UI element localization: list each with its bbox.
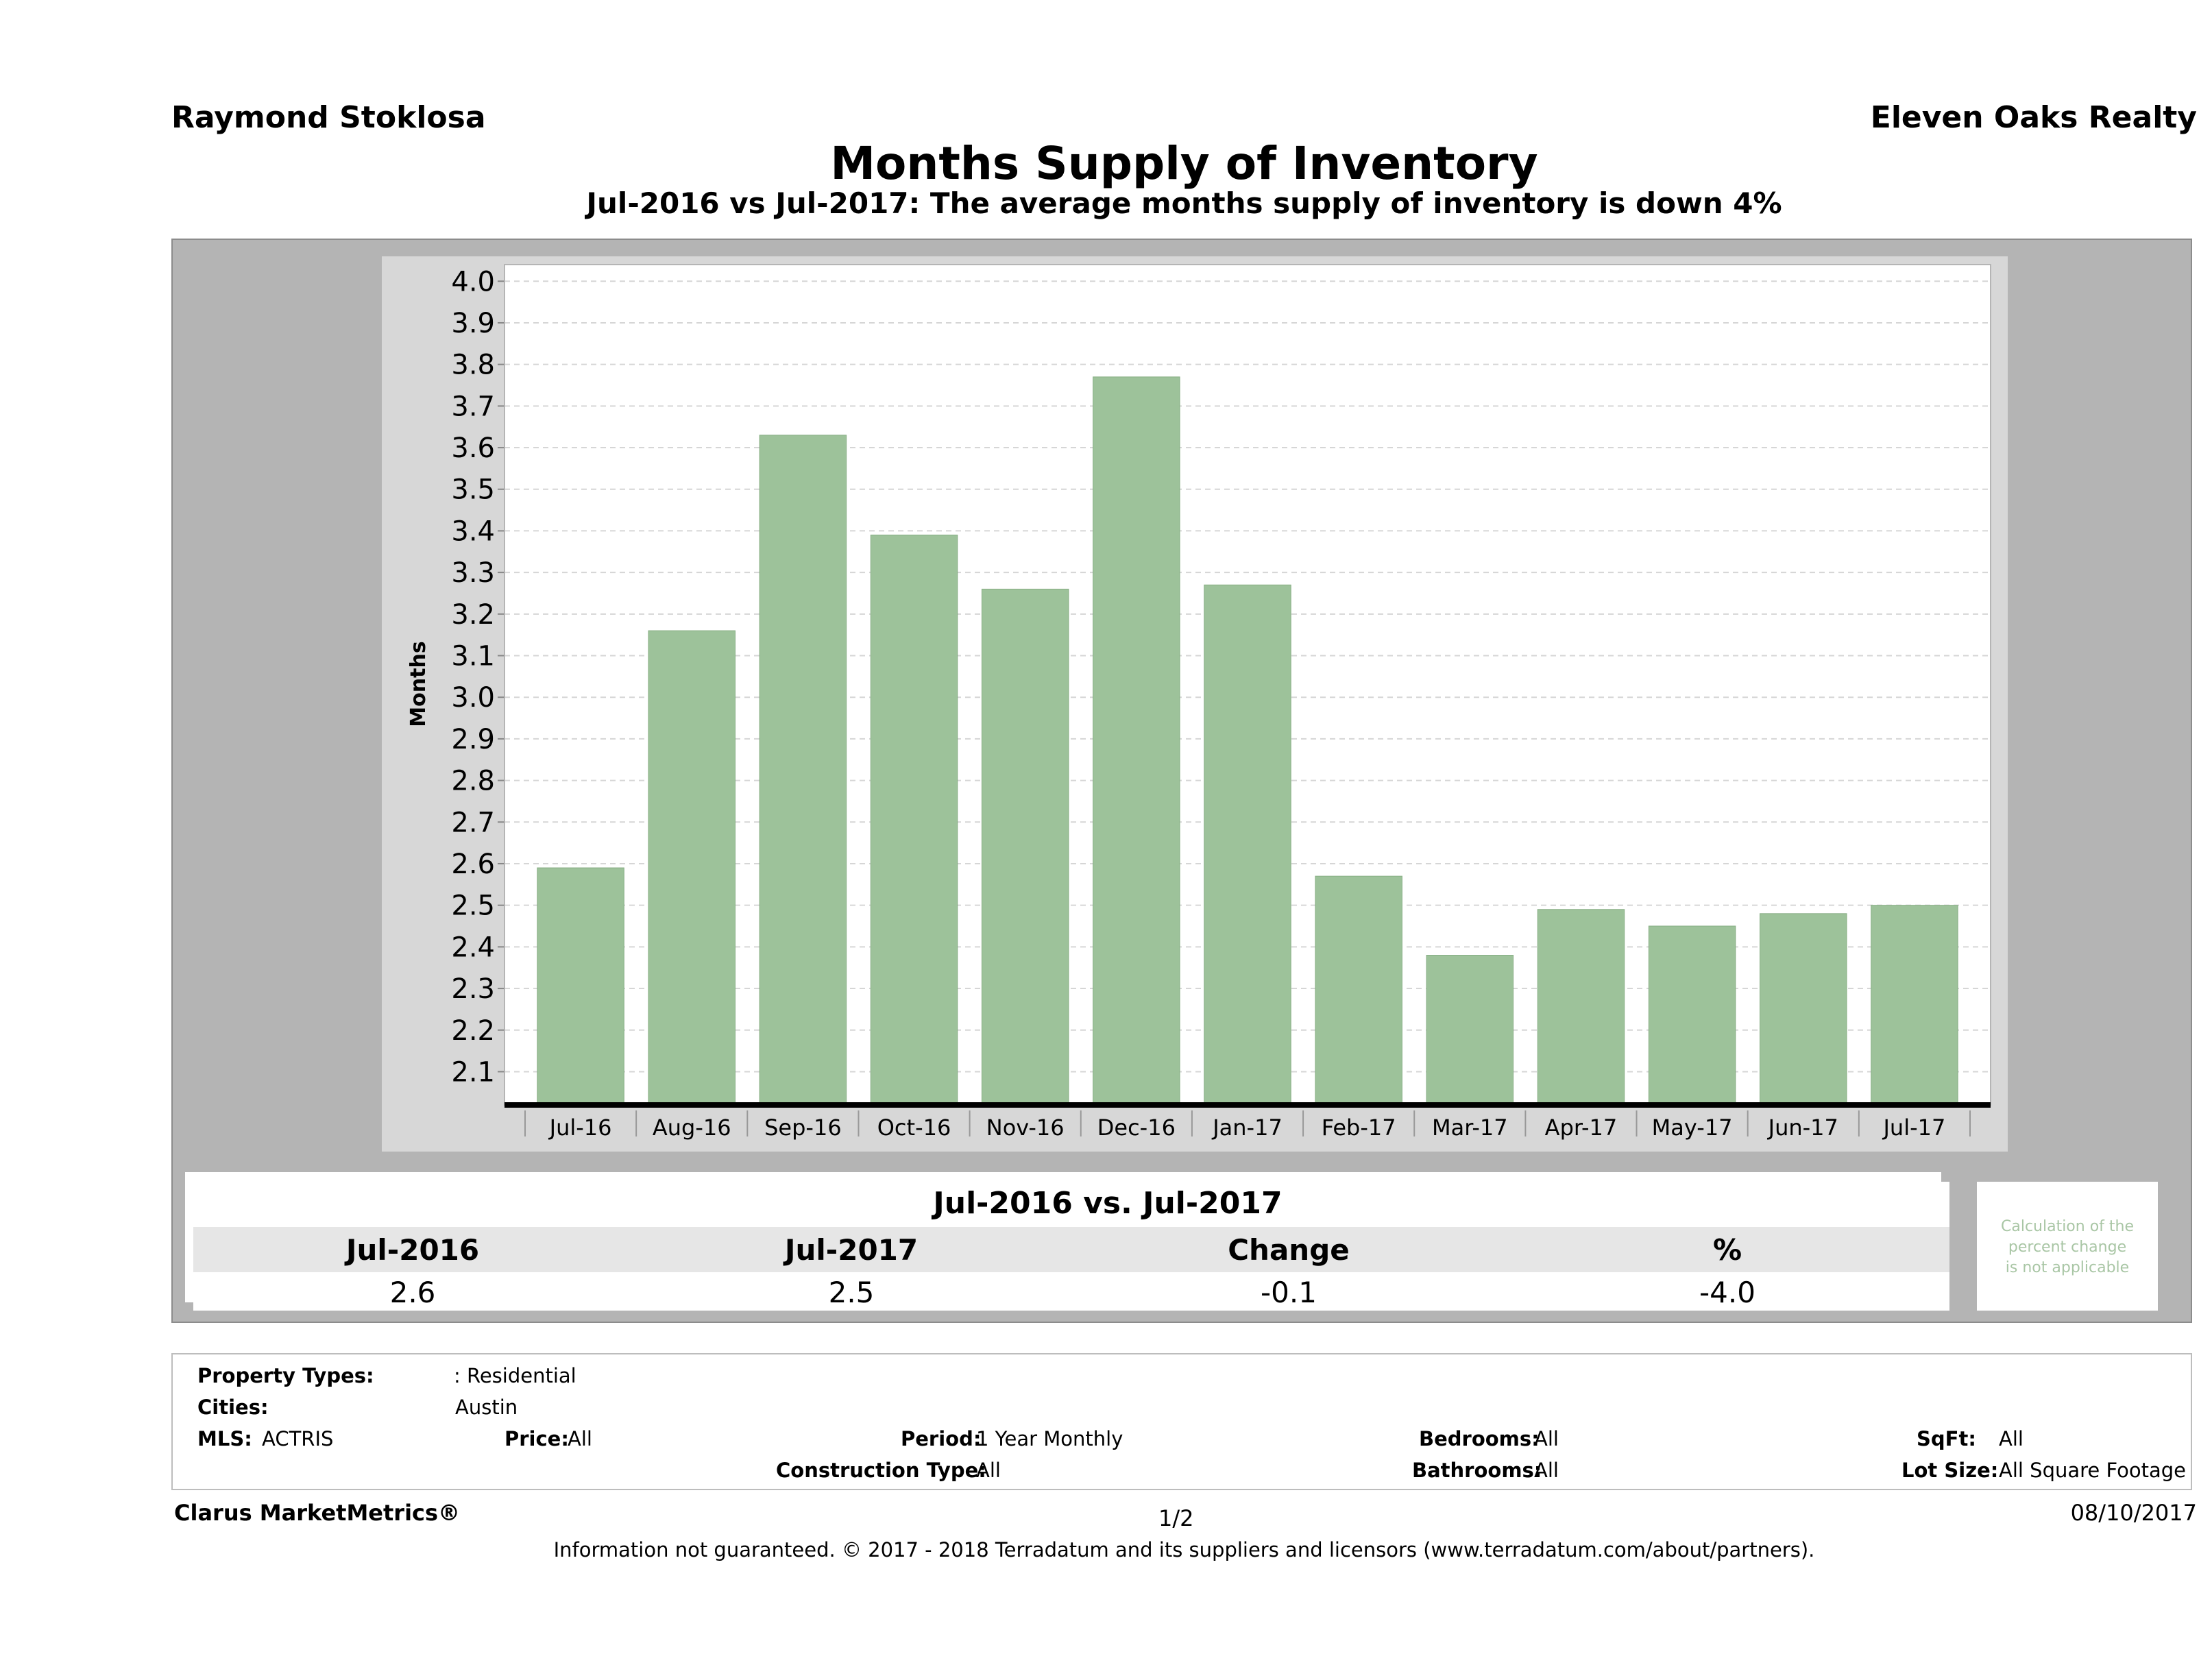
criteria-box: Property Types: : Residential Cities: Au… — [171, 1353, 2192, 1490]
bedrooms-label: Bedrooms: — [1419, 1427, 1540, 1450]
bar-feb-17 — [1315, 875, 1402, 1106]
y-tick-label: 3.2 — [451, 599, 495, 631]
percent-note-line1: Calculation of the — [2001, 1218, 2134, 1235]
bedrooms-value: All — [1534, 1427, 1559, 1450]
price-label: Price: — [505, 1427, 569, 1450]
agent-name: Raymond Stoklosa — [171, 100, 486, 135]
comparison-heading-row — [193, 1182, 1949, 1227]
y-tick-label: 3.0 — [451, 682, 495, 714]
y-axis-label: Months — [406, 641, 430, 727]
bar-chart: 2.1 2.2 2.3 2.4 2.5 2.6 2.7 2.8 2.9 3.0 3.1 3.2 3.3 3… — [185, 256, 2158, 1311]
x-tick-label: Jan-17 — [1211, 1115, 1283, 1141]
comparison-heading: Jul-2016 vs. Jul-2017 — [931, 1186, 1282, 1221]
period-value: 1 Year Monthly — [976, 1427, 1123, 1450]
comparison-column-header: Change — [1228, 1233, 1350, 1267]
y-tick-label: 3.1 — [451, 641, 495, 672]
cities-value: Austin — [455, 1396, 518, 1419]
comparison-value: 2.5 — [829, 1276, 875, 1309]
percent-note-line2: percent change — [2008, 1239, 2126, 1256]
construction-value: All — [976, 1459, 1001, 1482]
x-tick-label: Oct-16 — [877, 1115, 951, 1141]
x-tick-label: Mar-17 — [1432, 1115, 1508, 1141]
bar-nov-16 — [981, 588, 1069, 1106]
y-tick-label: 3.8 — [451, 350, 495, 381]
page-number: 1/2 — [1158, 1505, 1194, 1531]
y-tick-label: 2.5 — [451, 890, 495, 922]
comparison-value: 2.6 — [390, 1276, 436, 1309]
price-value: All — [568, 1427, 592, 1450]
bar-mar-17 — [1426, 955, 1514, 1106]
disclaimer: Information not guaranteed. © 2017 - 201… — [553, 1538, 1815, 1561]
bar-oct-16 — [870, 535, 958, 1106]
y-tick-label: 3.6 — [451, 433, 495, 464]
y-tick-label: 2.9 — [451, 724, 495, 755]
comparison-column-header: % — [1713, 1233, 1742, 1267]
footer-brand: Clarus MarketMetrics® — [174, 1500, 461, 1526]
percent-note-line3: is not applicable — [2006, 1259, 2129, 1276]
x-tick-label: Feb-17 — [1322, 1115, 1396, 1141]
x-tick-label: Jul-17 — [1882, 1115, 1945, 1141]
y-tick-label: 2.8 — [451, 766, 495, 797]
mls-value: ACTRIS — [262, 1427, 334, 1450]
y-tick-label: 3.3 — [451, 557, 495, 589]
comparison-column-header: Jul-2017 — [783, 1233, 918, 1267]
y-tick-label: 4.0 — [451, 266, 495, 297]
percent-note-box — [1977, 1182, 2158, 1311]
y-tick-label: 3.7 — [451, 391, 495, 422]
bathrooms-value: All — [1534, 1459, 1559, 1482]
bar-aug-16 — [648, 630, 736, 1106]
comparison-column-header: Jul-2016 — [344, 1233, 479, 1267]
comparison-header-row — [193, 1227, 1949, 1272]
property-types-value: : Residential — [454, 1364, 576, 1387]
x-tick-label: Aug-16 — [653, 1115, 731, 1141]
period-label: Period: — [901, 1427, 982, 1450]
y-tick-label: 3.5 — [451, 474, 495, 506]
y-tick-label: 2.4 — [451, 932, 495, 963]
x-tick-label: Nov-16 — [986, 1115, 1065, 1141]
company-name: Eleven Oaks Realty — [1870, 100, 2197, 135]
report-title: Months Supply of Inventory — [830, 137, 1538, 190]
comparison-value-row — [193, 1272, 1949, 1311]
cities-label: Cities: — [197, 1396, 269, 1419]
bar-sep-16 — [759, 435, 847, 1106]
comparison-value: -4.0 — [1699, 1276, 1755, 1309]
y-tick-label: 2.1 — [451, 1056, 495, 1088]
bar-dec-16 — [1093, 376, 1180, 1106]
x-tick-label: Jul-16 — [548, 1115, 612, 1141]
mls-label: MLS: — [197, 1427, 252, 1450]
bar-jul-16 — [537, 867, 624, 1106]
y-tick-label: 2.2 — [451, 1015, 495, 1047]
comparison-value: -0.1 — [1261, 1276, 1317, 1309]
x-tick-label: Sep-16 — [764, 1115, 842, 1141]
sqft-value: All — [1999, 1427, 2023, 1450]
bathrooms-label: Bathrooms: — [1412, 1459, 1542, 1482]
x-tick-label: Jun-17 — [1767, 1115, 1838, 1141]
property-types-label: Property Types: — [197, 1364, 374, 1387]
sqft-label: SqFt: — [1917, 1427, 1976, 1450]
bar-apr-17 — [1537, 909, 1625, 1106]
bar-jan-17 — [1204, 584, 1291, 1106]
y-tick-label: 2.6 — [451, 849, 495, 880]
report-date: 08/10/2017 — [2070, 1500, 2197, 1526]
lot-size-value: All Square Footage — [1999, 1459, 2187, 1482]
y-tick-label: 2.3 — [451, 973, 495, 1005]
construction-label: Construction Type: — [776, 1459, 986, 1482]
chart-frame: 2.1 2.2 2.3 2.4 2.5 2.6 2.7 2.8 2.9 3.0 3.1 3.2 3.3 3… — [171, 239, 2192, 1323]
lot-size-label: Lot Size: — [1901, 1459, 1999, 1482]
report-subtitle: Jul-2016 vs Jul-2017: The average months… — [586, 186, 1782, 220]
x-tick-label: Dec-16 — [1097, 1115, 1176, 1141]
bar-jun-17 — [1760, 913, 1847, 1106]
y-tick-label: 3.9 — [451, 308, 495, 339]
bar-jul-17 — [1871, 905, 1958, 1106]
x-tick-label: Apr-17 — [1545, 1115, 1618, 1141]
y-tick-label: 3.4 — [451, 515, 495, 547]
x-tick-label: May-17 — [1652, 1115, 1733, 1141]
y-tick-label: 2.7 — [451, 807, 495, 838]
bar-may-17 — [1648, 925, 1736, 1106]
